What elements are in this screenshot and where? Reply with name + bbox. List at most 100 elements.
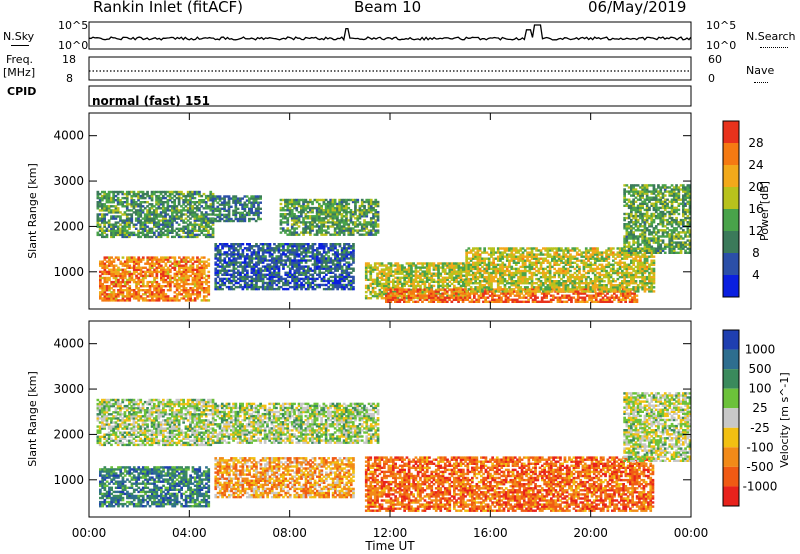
power-cell	[385, 286, 388, 290]
power-cell	[150, 221, 154, 224]
power-cell	[385, 280, 388, 283]
power-cell	[497, 296, 501, 299]
power-cell	[112, 199, 115, 202]
power-cell	[112, 233, 115, 237]
power-cell	[383, 272, 386, 275]
power-cell	[295, 261, 299, 264]
power-cell	[304, 271, 308, 274]
power-cell	[462, 264, 465, 267]
power-cell	[286, 249, 290, 252]
power-cell	[146, 260, 150, 263]
power-cell	[392, 278, 395, 281]
power-cell	[209, 209, 213, 212]
power-cell	[125, 199, 129, 202]
power-cell	[166, 274, 170, 278]
power-cell	[202, 291, 206, 294]
power-cell	[512, 275, 516, 279]
power-cell	[130, 278, 134, 282]
power-cell	[306, 202, 310, 206]
power-cell	[187, 282, 190, 286]
power-cell	[189, 211, 192, 214]
power-cell	[474, 265, 477, 269]
power-cell	[228, 265, 231, 268]
power-cell	[191, 229, 194, 232]
power-cell	[286, 251, 290, 254]
power-cell	[119, 262, 123, 265]
power-cell	[198, 291, 202, 294]
power-cell	[496, 284, 500, 287]
power-cell	[186, 225, 190, 228]
power-cell	[508, 271, 511, 275]
power-cell	[506, 300, 510, 303]
power-cell	[467, 265, 471, 269]
power-cell	[153, 289, 156, 292]
power-cell	[227, 217, 231, 221]
power-cell	[467, 280, 471, 283]
power-cell	[338, 257, 342, 260]
power-cell	[99, 297, 102, 300]
power-cell	[472, 282, 475, 285]
power-cell	[367, 284, 370, 288]
power-cell	[345, 202, 348, 206]
power-cell	[427, 292, 431, 295]
power-cell	[291, 285, 294, 289]
power-cell	[204, 217, 208, 220]
power-cell	[101, 203, 104, 206]
power-cell	[352, 259, 355, 262]
power-cell	[101, 217, 104, 220]
power-cell	[137, 213, 140, 216]
power-cell	[340, 217, 344, 220]
power-cell	[169, 274, 172, 278]
power-cell	[105, 207, 109, 210]
power-cell	[481, 269, 484, 273]
power-cell	[400, 288, 404, 291]
power-cell	[261, 257, 265, 260]
power-cell	[105, 276, 109, 280]
power-cell	[360, 211, 364, 214]
power-cell	[182, 291, 186, 294]
power-cell	[126, 287, 129, 290]
power-cell	[123, 201, 127, 204]
power-cell	[132, 203, 136, 206]
power-cell	[492, 271, 495, 275]
power-cell	[130, 199, 134, 202]
power-cell	[452, 292, 456, 295]
power-cell	[103, 291, 107, 294]
power-cell	[432, 272, 436, 275]
power-cell	[455, 296, 458, 299]
power-cell	[243, 259, 247, 262]
power-cell	[246, 253, 249, 256]
power-cell	[419, 262, 422, 265]
power-cell	[220, 197, 224, 200]
power-cell	[318, 204, 321, 208]
power-cell	[257, 267, 260, 270]
power-cell	[311, 229, 314, 232]
power-cell	[121, 235, 125, 239]
power-cell	[300, 204, 303, 208]
power-cell	[180, 293, 183, 296]
power-cell	[128, 231, 131, 234]
power-cell	[237, 285, 240, 289]
power-cell	[510, 290, 514, 293]
power-cell	[182, 213, 185, 216]
power-cell	[407, 276, 411, 279]
power-cell	[504, 292, 508, 295]
power-cell	[234, 247, 238, 250]
power-cell	[264, 267, 267, 270]
power-cell	[148, 270, 152, 274]
power-cell	[421, 288, 425, 292]
power-cell	[613, 292, 616, 295]
power-cell	[349, 283, 353, 287]
power-cell	[363, 225, 366, 228]
power-cell	[347, 257, 351, 260]
power-cell	[343, 277, 346, 281]
power-cell	[307, 271, 310, 274]
power-cell	[453, 266, 456, 269]
power-cell	[387, 268, 391, 271]
power-cell	[139, 223, 143, 226]
power-cell	[469, 273, 473, 277]
power-cell	[160, 268, 163, 271]
power-cell	[277, 245, 281, 248]
power-cell	[343, 279, 346, 283]
power-cell	[324, 213, 328, 216]
